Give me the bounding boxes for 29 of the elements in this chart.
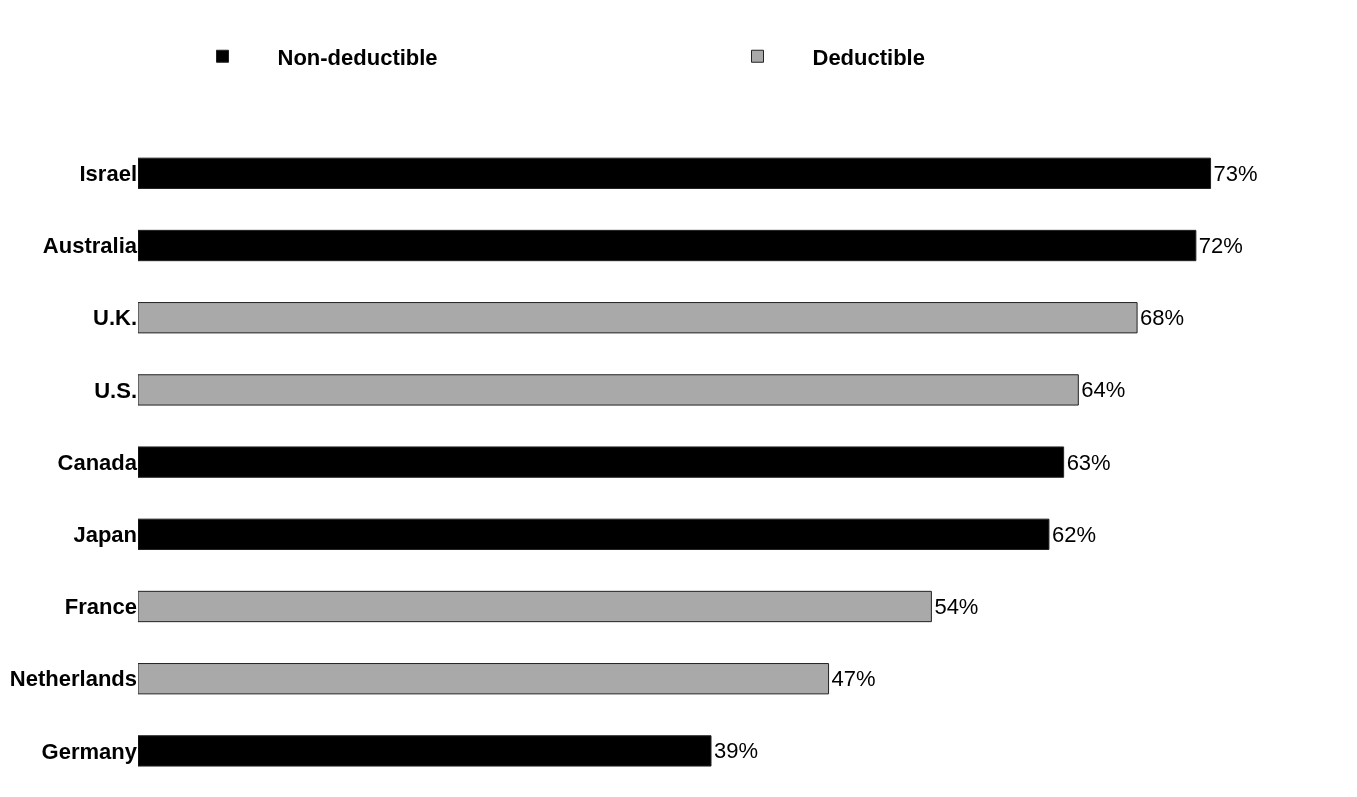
data-label: 72%	[1198, 233, 1243, 259]
data-label: 54%	[934, 594, 979, 620]
y-tick-label: Japan	[73, 522, 137, 548]
data-label: 68%	[1140, 305, 1185, 331]
data-label: 63%	[1066, 449, 1111, 475]
y-tick-label: France	[64, 594, 137, 620]
bar	[138, 663, 830, 695]
bar	[138, 374, 1079, 406]
y-tick-label: Canada	[57, 449, 138, 475]
data-label: 64%	[1081, 377, 1126, 403]
y-tick-label: U.S.	[94, 377, 137, 403]
bar	[138, 518, 1050, 550]
bar	[138, 446, 1065, 478]
y-tick-label: U.K.	[93, 305, 137, 331]
y-tick-label: Germany	[41, 738, 138, 764]
data-label: 62%	[1051, 521, 1096, 547]
bar	[138, 229, 1197, 262]
data-label: 47%	[831, 666, 876, 692]
bar	[138, 157, 1212, 189]
legend-label: Non-deductible	[277, 44, 438, 70]
y-tick-label: Israel	[79, 161, 137, 187]
y-tick-label: Australia	[42, 233, 138, 259]
bar	[138, 302, 1138, 334]
bar	[138, 735, 712, 767]
data-label: 73%	[1213, 160, 1258, 186]
y-tick-label: Netherlands	[9, 666, 137, 692]
data-label: 39%	[714, 738, 759, 764]
bar	[138, 590, 932, 623]
legend-label: Deductible	[812, 44, 925, 70]
